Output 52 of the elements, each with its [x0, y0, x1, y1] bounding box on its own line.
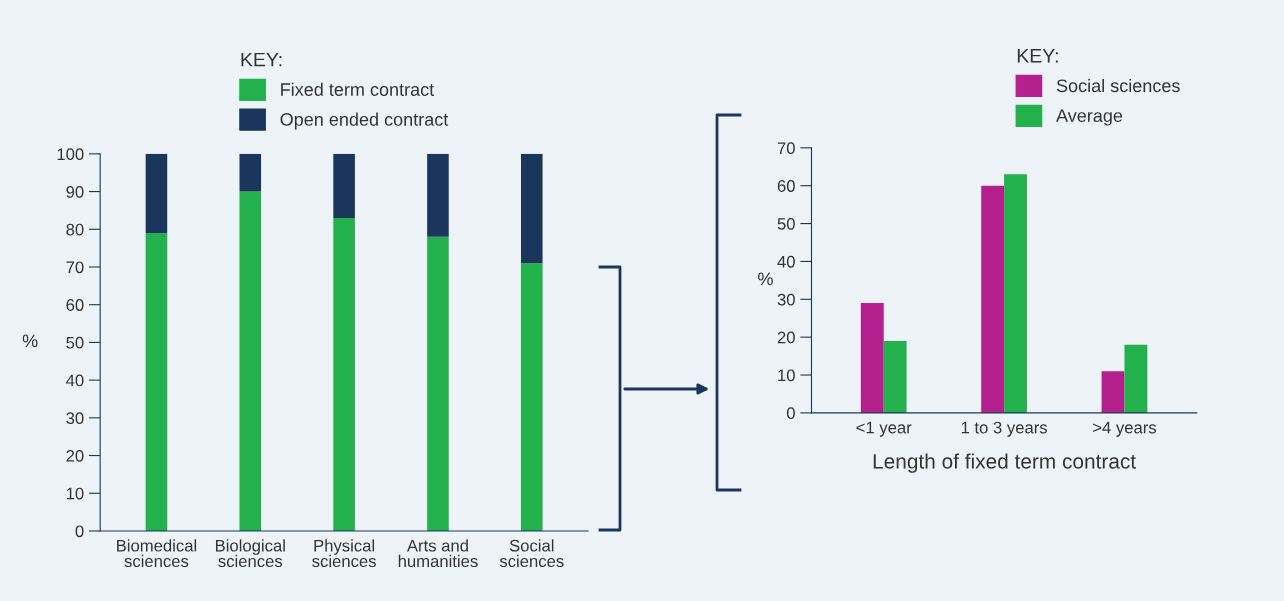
bar	[427, 236, 449, 531]
bar	[981, 185, 1005, 413]
x-axis-title: Length of fixed term contract	[873, 453, 1136, 473]
y-tick-label: 10	[66, 487, 84, 500]
bar	[239, 191, 262, 531]
y-tick-label: 20	[66, 449, 84, 462]
y-tick-label: 70	[777, 142, 795, 155]
legend-title: KEY:	[1017, 49, 1058, 63]
x-tick-label: <1 year	[856, 421, 912, 437]
legend-label: Open ended contract	[280, 112, 449, 130]
y-axis-title: %	[758, 272, 773, 286]
y-tick-label: 40	[777, 255, 795, 268]
legend-label: Average	[1056, 109, 1123, 126]
x-tick-label: Physical sciences	[312, 539, 376, 568]
x-tick-label: Arts and humanities	[398, 539, 478, 568]
y-tick-label: 30	[66, 412, 84, 425]
y-axis-title: %	[22, 334, 38, 348]
y-tick-label: 100	[57, 148, 84, 161]
legend-title: KEY:	[241, 52, 282, 67]
bar	[1101, 371, 1125, 413]
bar	[145, 153, 168, 234]
bar	[520, 153, 543, 264]
bar	[883, 340, 907, 413]
bar	[333, 217, 355, 531]
x-tick-label: 1 to 3 years	[961, 421, 1048, 437]
bar	[145, 233, 168, 531]
y-tick-label: 70	[66, 261, 84, 274]
y-tick-label: 0	[786, 407, 795, 420]
x-tick-label: Social sciences	[499, 539, 564, 568]
x-tick-label: Biological sciences	[215, 539, 285, 568]
y-tick-label: 50	[777, 217, 795, 230]
bar	[520, 263, 543, 531]
bar	[427, 153, 449, 237]
x-tick-label: >4 years	[1093, 421, 1157, 437]
bar	[860, 303, 884, 413]
y-tick-label: 10	[778, 369, 795, 382]
y-tick-label: 60	[777, 180, 795, 192]
bar	[1004, 174, 1027, 413]
bar	[239, 153, 262, 192]
y-tick-label: 50	[66, 336, 84, 349]
y-tick-label: 0	[75, 525, 84, 538]
y-tick-label: 20	[777, 331, 795, 344]
y-tick-label: 90	[66, 185, 84, 198]
bar	[333, 153, 355, 218]
y-tick-label: 60	[66, 299, 84, 311]
y-tick-label: 40	[66, 374, 84, 387]
y-tick-label: 30	[777, 293, 795, 306]
legend-label: Fixed term contract	[281, 82, 435, 96]
bar	[1124, 344, 1148, 413]
y-tick-label: 80	[66, 223, 84, 236]
legend-label: Social sciences	[1056, 78, 1180, 93]
x-tick-label: Biomedical sciences	[117, 539, 197, 568]
